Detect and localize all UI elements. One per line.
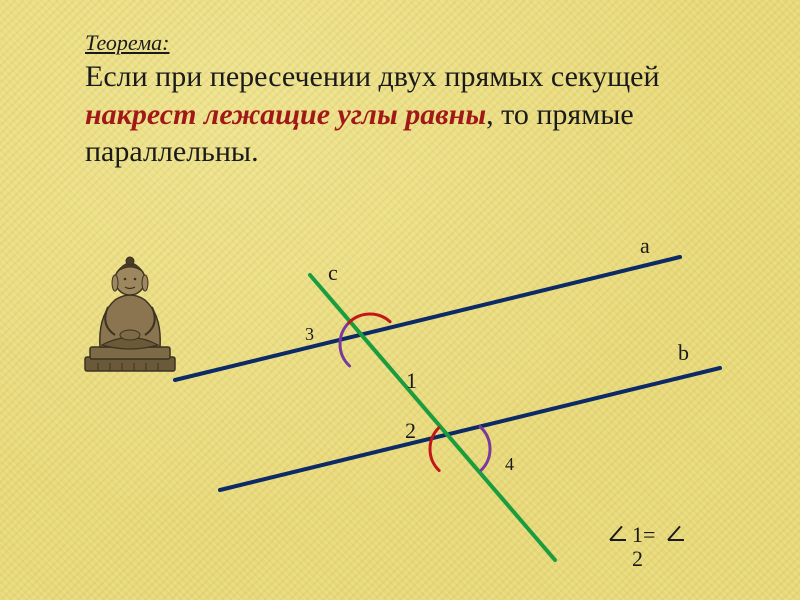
equation-part-2: 2: [632, 546, 643, 571]
label-line-b: b: [678, 340, 689, 365]
slide-content: Теорема: Если при пересечении двух прямы…: [0, 0, 800, 600]
label-angle-2: 2: [405, 418, 416, 443]
geometry-diagram: abc31241=2: [0, 0, 800, 600]
label-angle-4: 4: [505, 454, 514, 474]
label-angle-3: 3: [305, 324, 314, 344]
angle-arc-3: [340, 323, 350, 366]
label-line-a: a: [640, 233, 650, 258]
angle-symbol-2: [668, 526, 684, 540]
angle-arc-2: [430, 428, 439, 471]
line-b: [220, 368, 720, 490]
angle-arc-4: [480, 427, 490, 471]
equation-part-1: 1=: [632, 522, 655, 547]
line-a: [175, 257, 680, 380]
angle-symbol-1: [610, 526, 626, 540]
angle-arc-1: [349, 314, 390, 323]
label-angle-1: 1: [406, 368, 417, 393]
label-line-c: c: [328, 260, 338, 285]
